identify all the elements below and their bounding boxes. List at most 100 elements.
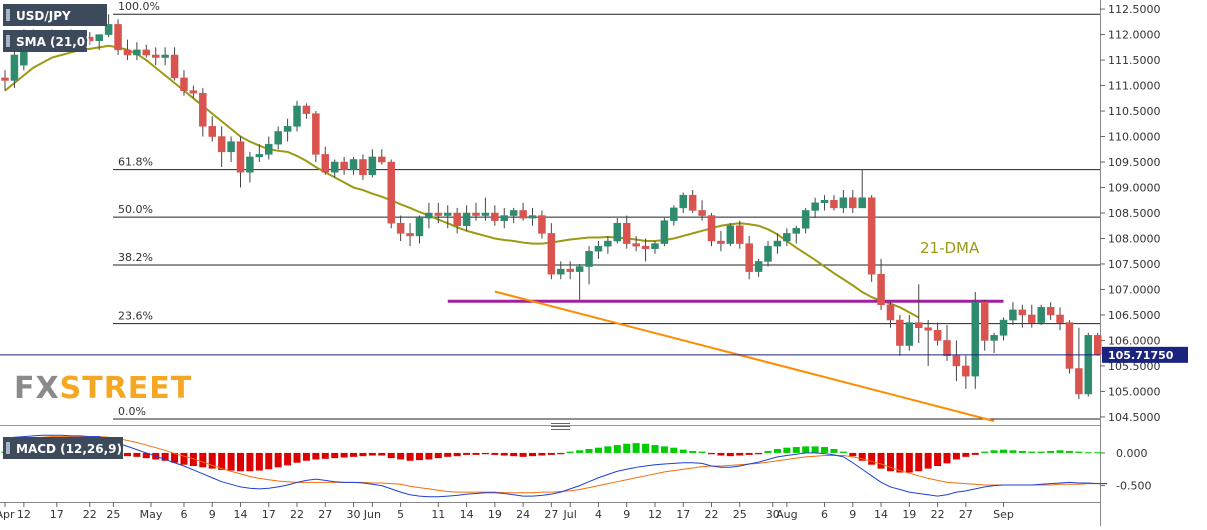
price-tick-label: 104.5000 (1108, 411, 1161, 424)
macd-tick-label: 0.000 (1116, 447, 1148, 460)
macd-bar-positive (566, 451, 574, 453)
time-tick-label: 9 (623, 508, 630, 521)
time-tick-label: 17 (676, 508, 690, 521)
candle-down (321, 154, 330, 173)
time-tick-label: 6 (821, 508, 828, 521)
candle-down (406, 233, 414, 237)
macd-bar-negative (425, 452, 433, 460)
time-tick-label: 4 (595, 508, 602, 521)
macd-bar-positive (585, 449, 593, 453)
candle-down (943, 340, 951, 356)
macd-bar-negative (952, 452, 960, 460)
list-icon (6, 9, 10, 21)
time-tick-label: 12 (648, 508, 662, 521)
sma-label-box[interactable]: SMA (21,0) (3, 30, 91, 52)
macd-bar-negative (491, 452, 499, 455)
candle-down (236, 141, 245, 173)
macd-bar-positive (1094, 452, 1102, 454)
macd-bar-negative (745, 452, 753, 455)
time-tick-label: 27 (544, 508, 558, 521)
macd-bar-positive (1075, 451, 1083, 453)
candle-up (858, 197, 866, 209)
macd-bar-negative (934, 452, 942, 466)
candle-down (208, 126, 216, 137)
candle-down (877, 273, 885, 306)
macd-bar-negative (472, 452, 480, 455)
candle-up (293, 105, 301, 127)
macd-label: MACD (12,26,9) (16, 442, 122, 456)
time-tick-label: 22 (931, 508, 945, 521)
candle-down (453, 212, 461, 226)
macd-bar-negative (312, 452, 320, 460)
candle-down (1065, 322, 1074, 369)
candle-up (443, 212, 452, 216)
candle-up (679, 194, 687, 209)
macd-bar-negative (142, 452, 150, 459)
symbol-label-box[interactable]: USD/JPY (3, 4, 107, 26)
fib-level-label: 23.6% (118, 310, 153, 323)
macd-bar-negative (538, 452, 546, 456)
macd-bar-positive (1047, 450, 1055, 453)
macd-bar-positive (1056, 450, 1064, 453)
macd-bar-positive (1065, 450, 1073, 453)
candle-down (114, 24, 122, 51)
time-tick-label: Apr (0, 508, 15, 521)
macd-bar-negative (858, 452, 866, 461)
macd-bar-negative (868, 452, 876, 465)
macd-bar-negative (886, 452, 894, 472)
time-tick-label: 30 (347, 508, 361, 521)
candle-down (491, 212, 499, 221)
candle-down (180, 77, 188, 91)
macd-bar-negative (161, 452, 169, 461)
macd-bar-positive (839, 451, 847, 453)
candle-down (151, 54, 160, 58)
price-tick-label: 107.0000 (1108, 283, 1161, 296)
macd-bar-positive (981, 451, 989, 453)
candle-up (1009, 309, 1017, 321)
candle-up (330, 161, 339, 173)
price-tick-label: 111.5000 (1108, 54, 1161, 67)
macd-bar-negative (293, 452, 301, 463)
time-tick-label: Jul (563, 508, 577, 521)
macd-bar-positive (594, 447, 602, 453)
candle-up (754, 261, 763, 272)
candle-up (10, 54, 19, 81)
candle-up (368, 156, 377, 176)
candle-up (773, 240, 782, 247)
time-tick-label: 24 (516, 508, 530, 521)
price-tick-label: 106.5000 (1108, 309, 1161, 322)
macd-bar-negative (302, 452, 310, 461)
time-tick-label: 22 (83, 508, 97, 521)
macd-bar-negative (519, 452, 527, 457)
candle-down (302, 105, 311, 114)
candle-down (830, 200, 838, 209)
list-icon (6, 442, 10, 454)
macd-bar-negative (171, 452, 179, 463)
candle-up (349, 159, 358, 170)
candle-down (886, 304, 895, 321)
macd-bar-positive (821, 447, 829, 453)
pane-splitter[interactable] (0, 423, 1100, 430)
macd-bar-negative (133, 452, 141, 457)
time-tick-label: 17 (262, 508, 276, 521)
candle-down (217, 136, 226, 153)
macd-bar-positive (670, 447, 678, 453)
candle-down (962, 365, 970, 377)
candle-down (980, 301, 989, 341)
price-tick-label: 110.0000 (1108, 131, 1161, 144)
candle-down (896, 319, 904, 346)
candle-up (415, 217, 424, 237)
candle-down (736, 225, 744, 244)
time-tick-label: 11 (431, 508, 445, 521)
macd-bar-negative (463, 452, 471, 455)
macd-bar-positive (1009, 450, 1017, 453)
macd-bar-negative (708, 452, 715, 455)
candle-down (933, 329, 942, 341)
candle-up (255, 154, 264, 158)
fib-level-label: 0.0% (118, 405, 146, 418)
candle-down (632, 243, 640, 247)
macd-bar-positive (623, 443, 631, 453)
macd-label-box[interactable]: MACD (12,26,9) (3, 437, 123, 459)
